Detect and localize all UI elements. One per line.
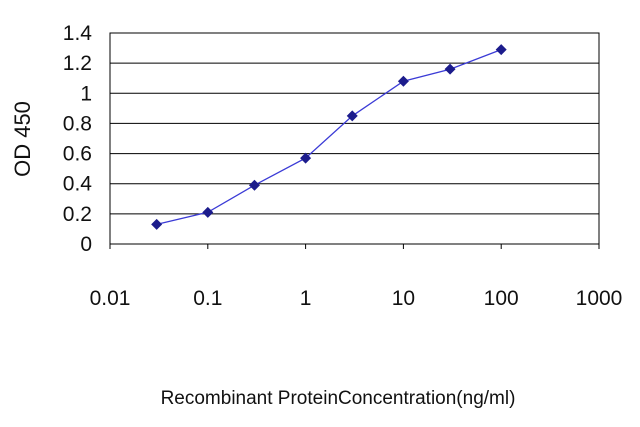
- y-tick-label: 0.6: [63, 143, 92, 166]
- x-axis-ticks: [109, 244, 600, 249]
- data-point-4: [346, 110, 358, 122]
- y-tick-label: 0.4: [63, 173, 93, 196]
- data-point-7: [495, 44, 507, 56]
- data-point-2: [248, 179, 260, 191]
- plot-area: [109, 32, 600, 245]
- x-tick-label: 10: [392, 287, 415, 310]
- x-tick-label: 1: [300, 287, 312, 310]
- y-tick-label: 0.8: [63, 112, 92, 135]
- x-axis-title: Recombinant ProteinConcentration(ng/ml): [161, 388, 516, 409]
- x-tick-label: 0.1: [193, 287, 222, 310]
- x-tick-label: 100: [484, 287, 519, 310]
- y-axis-title: OD 450: [10, 101, 35, 177]
- data-point-3: [300, 152, 312, 164]
- y-tick-label: 1: [80, 82, 92, 105]
- x-tick-label: 1000: [576, 287, 623, 310]
- y-tick-labels: 0 0.2 0.4 0.6 0.8 1 1.2 1.4: [63, 22, 93, 256]
- y-tick-label: 0: [80, 233, 92, 256]
- data-point-5: [397, 75, 409, 87]
- data-point-0: [151, 218, 163, 230]
- x-tick-labels: 0.01 0.1 1 10 100 1000: [90, 287, 623, 310]
- x-tick-label: 0.01: [90, 287, 131, 310]
- y-tick-label: 0.2: [63, 203, 92, 226]
- gridlines: [110, 62, 599, 215]
- series-line: [156, 48, 502, 226]
- data-point-6: [444, 63, 456, 75]
- y-tick-label: 1.4: [63, 22, 93, 45]
- data-points: [151, 44, 507, 230]
- data-point-1: [202, 206, 214, 218]
- y-tick-label: 1.2: [63, 52, 92, 75]
